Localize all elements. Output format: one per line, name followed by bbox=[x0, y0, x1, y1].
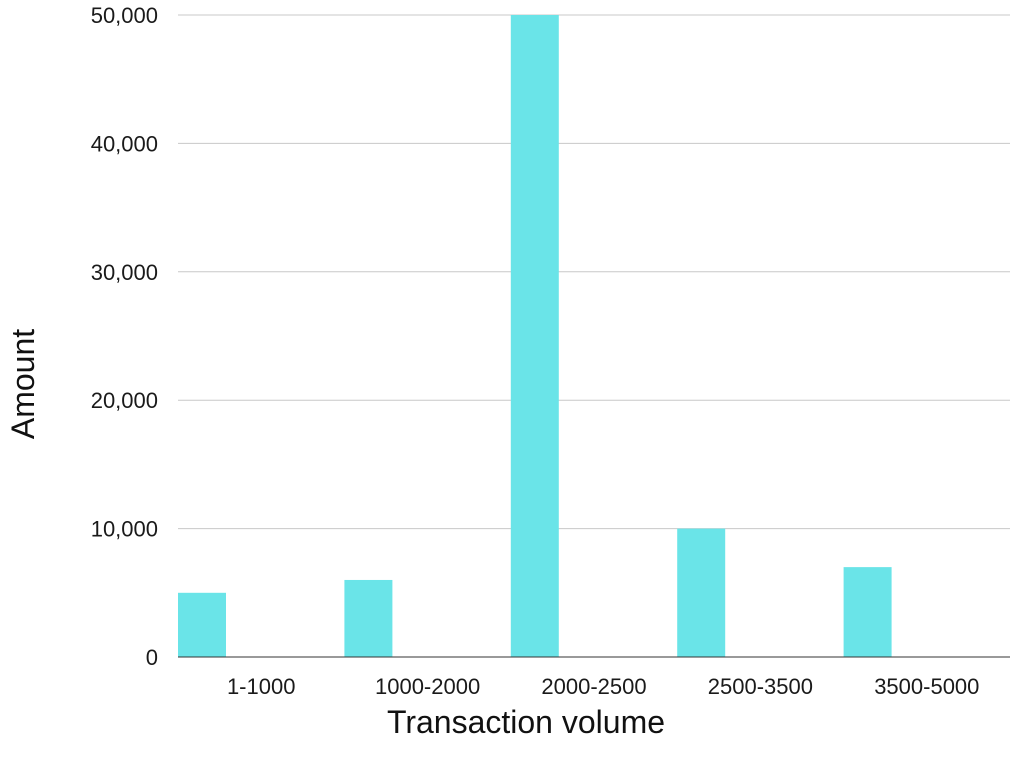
y-axis-title: Amount bbox=[5, 329, 41, 439]
y-tick-label: 40,000 bbox=[91, 131, 158, 156]
y-tick-label: 10,000 bbox=[91, 517, 158, 542]
bar-3500-5000 bbox=[843, 567, 892, 657]
grid-lines bbox=[178, 14, 1010, 530]
bars bbox=[178, 15, 892, 657]
y-tick-label: 30,000 bbox=[91, 260, 158, 285]
x-tick-label: 2500-3500 bbox=[708, 674, 813, 699]
bar-2500-3500 bbox=[677, 528, 726, 657]
x-tick-label: 3500-5000 bbox=[874, 674, 979, 699]
x-axis-title: Transaction volume bbox=[387, 704, 665, 740]
x-tick-label: 1-1000 bbox=[227, 674, 296, 699]
x-tick-labels: 1-1000 1000-2000 2000-2500 2500-3500 3500-50… bbox=[227, 674, 979, 699]
bar-1000-2000 bbox=[344, 579, 393, 657]
y-tick-label: 50,000 bbox=[91, 3, 158, 28]
bar-2000-2500 bbox=[510, 15, 559, 657]
y-tick-labels: 0 10,000 20,000 30,000 40,000 50,000 bbox=[91, 3, 158, 670]
y-tick-label: 20,000 bbox=[91, 388, 158, 413]
x-tick-label: 2000-2500 bbox=[541, 674, 646, 699]
x-tick-label: 1000-2000 bbox=[375, 674, 480, 699]
y-tick-label: 0 bbox=[146, 645, 158, 670]
bar-1-1000 bbox=[178, 592, 226, 657]
